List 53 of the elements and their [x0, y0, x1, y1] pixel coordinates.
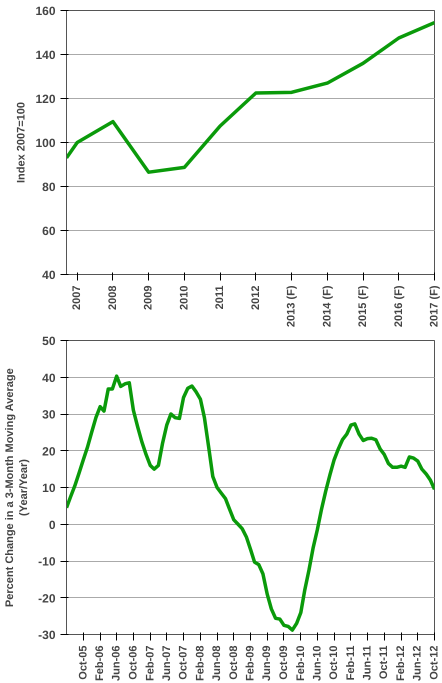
- y-tick-label: 120: [35, 92, 56, 106]
- x-tick-label: Oct-09: [278, 645, 290, 680]
- y-tick-label: 20: [42, 444, 56, 458]
- y-tick-label: 0: [48, 518, 56, 532]
- y-tick-label: 80: [42, 180, 56, 194]
- x-tick-label: Feb-08: [194, 645, 206, 681]
- line-series: [66, 20, 434, 174]
- x-tick-label: Feb-07: [144, 645, 156, 681]
- x-tick-label: 2012: [250, 285, 262, 310]
- x-tick-label: 2013 (F): [286, 285, 298, 328]
- y-tick-label: 100: [35, 136, 56, 150]
- x-tick-label: Oct-08: [228, 645, 240, 680]
- x-tick-label: 2009: [142, 285, 155, 310]
- x-tick-label: Jun-09: [261, 645, 274, 681]
- x-tick-label: 2016 (F): [392, 285, 405, 328]
- x-tick-label: 2017 (F): [428, 285, 440, 328]
- y-tick-label: 40: [42, 268, 56, 282]
- y-tick-label: 140: [35, 48, 56, 62]
- x-tick-label: Feb-11: [344, 645, 357, 680]
- x-tick-label: Oct-10: [328, 645, 340, 680]
- x-tick-label: 2015 (F): [357, 285, 370, 328]
- x-tick-label: Jun-06: [110, 645, 123, 681]
- x-tick-label: 2007: [71, 285, 84, 310]
- x-tick-label: Jun-11: [361, 645, 374, 680]
- x-tick-label: Jun-07: [160, 645, 173, 681]
- x-tick-label: Oct-06: [127, 645, 140, 680]
- x-tick-label: Oct-05: [77, 645, 90, 680]
- x-tick-label: 2008: [106, 285, 119, 310]
- x-tick-label: 2010: [178, 285, 190, 310]
- x-tick-label: Oct-07: [178, 645, 190, 680]
- line-series: [66, 374, 434, 632]
- x-tick-label: Jun-12: [412, 645, 424, 681]
- y-tick-label: 30: [42, 408, 56, 422]
- x-tick-label: Jun-08: [211, 645, 224, 681]
- x-tick-label: 2014 (F): [321, 285, 334, 328]
- y-axis-title: Index 2007=100: [15, 102, 28, 184]
- y-tick-label: 50: [42, 334, 56, 348]
- x-tick-label: 2011: [214, 285, 226, 310]
- y-tick-label: 40: [42, 370, 56, 385]
- y-axis-title: Percent Change in a 3-Month Moving Average (Year/Year): [4, 368, 30, 608]
- x-tick-label: Oct-11: [378, 645, 390, 680]
- x-tick-label: Feb-06: [94, 645, 106, 681]
- y-tick-label: -20: [38, 591, 56, 606]
- x-tick-label: Feb-10: [294, 645, 307, 681]
- y-tick-label: -30: [38, 628, 56, 642]
- y-tick-label: 10: [42, 481, 56, 495]
- x-tick-label: Feb-09: [244, 645, 257, 681]
- y-tick-label: -10: [38, 554, 56, 568]
- y-tick-label: 160: [35, 4, 56, 18]
- x-tick-label: Feb-12: [395, 645, 408, 681]
- x-tick-label: Oct-12: [428, 645, 440, 680]
- y-tick-label: 60: [42, 224, 56, 238]
- x-tick-label: Jun-10: [311, 645, 324, 681]
